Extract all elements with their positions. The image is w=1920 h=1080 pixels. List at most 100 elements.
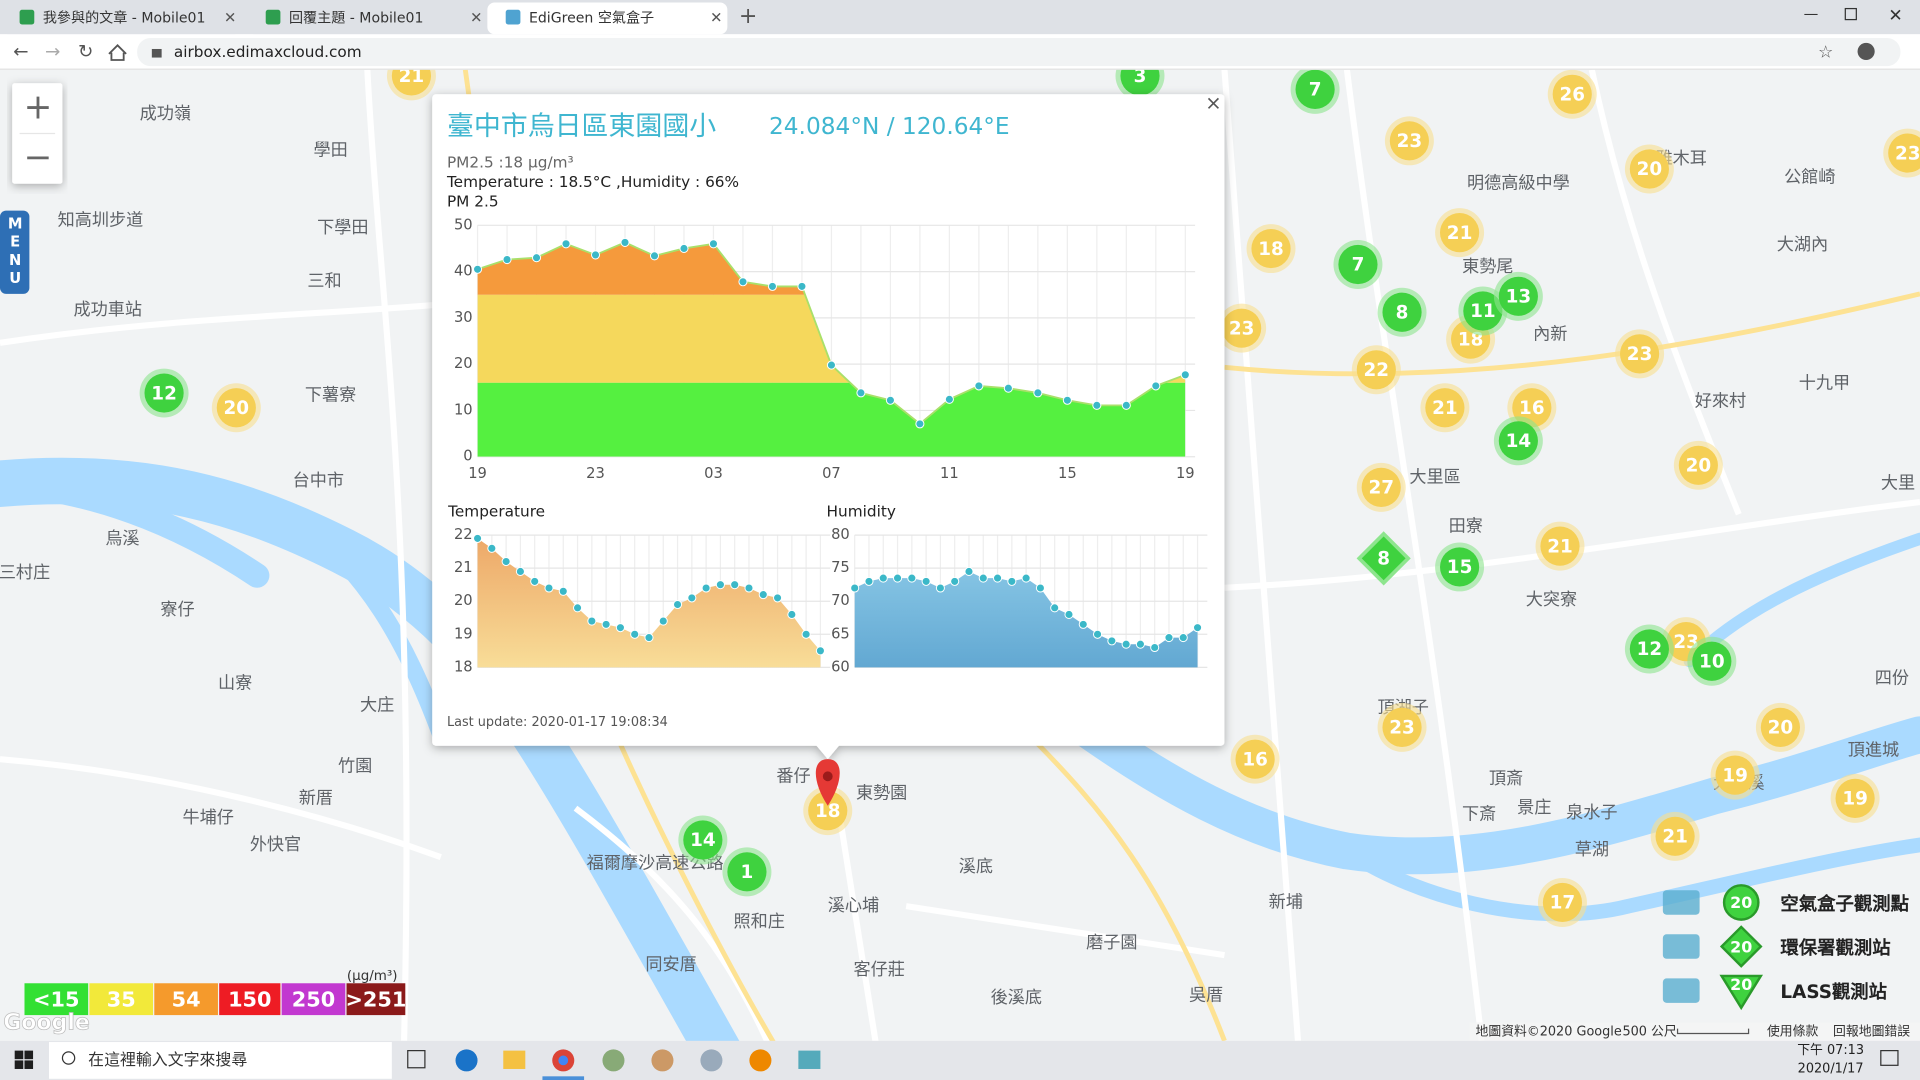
station-marker[interactable]: 21 [1420, 383, 1470, 433]
marker-value[interactable]: 21 [1447, 223, 1473, 244]
marker-value[interactable]: 8 [1377, 549, 1390, 570]
marker-value[interactable]: 12 [151, 383, 177, 404]
marker-value[interactable]: 7 [1352, 255, 1365, 276]
marker-value[interactable]: 21 [1662, 827, 1688, 848]
marker-value[interactable]: 20 [1637, 159, 1663, 180]
station-marker[interactable]: 22 [1351, 345, 1401, 395]
back[interactable]: ← [13, 42, 28, 63]
station-marker[interactable]: 7 [1333, 240, 1383, 289]
station-marker[interactable]: 20 [1673, 440, 1723, 490]
marker-value[interactable]: 7 [1309, 80, 1322, 101]
marker-value[interactable]: 19 [1722, 765, 1748, 786]
window-close[interactable]: ✕ [1888, 6, 1902, 26]
menu-label[interactable]: MENU [7, 216, 24, 289]
station-marker[interactable]: 21 [1535, 521, 1585, 571]
marker-value[interactable]: 11 [1470, 301, 1496, 322]
marker-value[interactable]: 27 [1368, 478, 1394, 499]
terms[interactable]: 使用條款 [1767, 1024, 1819, 1040]
marker-value[interactable]: 1 [741, 862, 754, 883]
clock-date[interactable]: 2020/1/17 [1798, 1061, 1864, 1076]
explorer[interactable] [503, 1050, 526, 1069]
station-marker[interactable]: 23 [1384, 116, 1434, 166]
station-marker[interactable]: 20 [1755, 702, 1805, 752]
marker-value[interactable]: 15 [1447, 557, 1473, 578]
station-marker[interactable]: 18 [803, 786, 853, 836]
marker-value[interactable]: 23 [1229, 318, 1255, 339]
marker-value[interactable]: 20 [224, 398, 250, 419]
tab[interactable] [247, 2, 488, 35]
tab-title[interactable]: EdiGreen 空氣盒子 [529, 9, 654, 26]
profile[interactable] [1857, 42, 1875, 60]
station-marker[interactable]: 21 [1650, 811, 1700, 861]
zoom-out[interactable]: − [24, 138, 53, 178]
station-marker[interactable]: 27 [1356, 462, 1406, 512]
marker-value[interactable]: 16 [1242, 749, 1268, 770]
station-marker[interactable]: 1 [722, 847, 772, 897]
menu-button[interactable] [0, 210, 30, 294]
edge[interactable] [455, 1049, 478, 1072]
station-marker[interactable]: 19 [1830, 773, 1880, 823]
reload[interactable]: ↻ [78, 42, 93, 63]
station-marker[interactable]: 23 [1883, 128, 1920, 178]
marker-value[interactable]: 10 [1699, 651, 1725, 672]
clock-time[interactable]: 下午 07:13 [1797, 1043, 1864, 1058]
marker-value[interactable]: 23 [1389, 718, 1415, 739]
station-marker[interactable]: 7 [1290, 64, 1340, 114]
station-marker[interactable]: 14 [1493, 416, 1543, 466]
zoom-in[interactable]: + [24, 87, 53, 127]
marker-value[interactable]: 21 [1432, 398, 1458, 419]
marker-value[interactable]: 12 [1637, 639, 1663, 660]
marker-value[interactable]: 8 [1396, 302, 1409, 323]
station-marker[interactable]: 8 [1377, 287, 1427, 337]
station-marker[interactable]: 14 [678, 815, 728, 865]
marker-value[interactable]: 20 [1686, 456, 1712, 477]
new-tab[interactable]: + [739, 4, 757, 29]
marker-value[interactable]: 21 [1547, 536, 1573, 557]
station-marker[interactable]: 16 [1230, 734, 1280, 784]
tab-title[interactable]: 回覆主題 - Mobile01 [289, 10, 423, 26]
home[interactable] [108, 44, 127, 61]
marker-value[interactable]: 22 [1364, 360, 1390, 381]
marker-value[interactable]: 18 [815, 801, 841, 822]
close-button[interactable]: × [1205, 92, 1221, 115]
marker-value[interactable]: 3 [1134, 66, 1147, 87]
marker-value[interactable]: 18 [1258, 239, 1284, 260]
forward[interactable]: → [45, 42, 60, 63]
station-marker[interactable]: 12 [1624, 624, 1674, 674]
station-marker[interactable]: 11 [1458, 286, 1508, 336]
station-marker[interactable]: 10 [1687, 636, 1737, 686]
app[interactable] [700, 1049, 723, 1072]
epa-marker[interactable]: 8 [1356, 531, 1411, 586]
marker-value[interactable]: 17 [1550, 893, 1576, 914]
task-view[interactable] [407, 1050, 426, 1069]
app[interactable] [602, 1049, 625, 1072]
marker-value[interactable]: 21 [399, 66, 425, 87]
tab[interactable] [487, 2, 728, 35]
app[interactable] [651, 1049, 674, 1072]
station-marker[interactable]: 19 [1710, 750, 1760, 800]
station-marker[interactable]: 26 [1547, 69, 1597, 119]
app[interactable] [798, 1050, 821, 1069]
tab-close[interactable]: ✕ [224, 9, 236, 26]
station-marker[interactable]: 23 [1217, 303, 1267, 353]
marker-value[interactable]: 23 [1397, 131, 1423, 152]
bookmark[interactable]: ☆ [1818, 43, 1833, 63]
app[interactable] [749, 1049, 772, 1072]
start-button[interactable] [14, 1050, 34, 1069]
tab-title[interactable]: 我參與的文章 - Mobile01 [43, 9, 206, 26]
station-marker[interactable]: 15 [1435, 542, 1485, 592]
minimize[interactable]: — [1804, 6, 1819, 23]
address-bar[interactable] [137, 37, 1901, 67]
search-box[interactable] [48, 1042, 392, 1079]
marker-value[interactable]: 19 [1842, 789, 1868, 810]
marker-value[interactable]: 14 [690, 830, 716, 851]
station-marker[interactable]: 23 [1377, 702, 1427, 752]
url[interactable]: airbox.edimaxcloud.com [174, 43, 362, 61]
marker-value[interactable]: 23 [1627, 344, 1653, 365]
marker-value[interactable]: 20 [1768, 718, 1794, 739]
marker-value[interactable]: 16 [1519, 398, 1545, 419]
marker-value[interactable]: 26 [1559, 85, 1585, 106]
maximize[interactable] [1844, 7, 1857, 21]
station-marker[interactable]: 20 [211, 383, 261, 433]
station-marker[interactable]: 17 [1537, 877, 1587, 927]
